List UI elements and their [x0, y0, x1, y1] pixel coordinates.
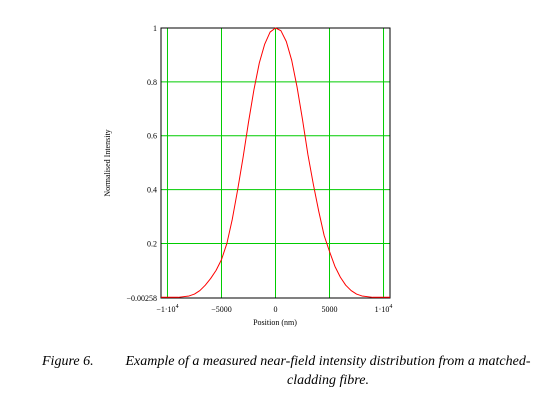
x-tick-base: 1·10: [375, 305, 390, 314]
y-tick-label: 0.8: [147, 78, 157, 87]
x-tick-base: 0: [274, 305, 278, 314]
y-tick-label: 0.4: [147, 186, 157, 195]
x-tick-label: −1·104: [156, 304, 178, 314]
x-tick-label: 5000: [322, 305, 338, 314]
y-tick-label: 0.2: [147, 239, 157, 248]
y-axis-label: Normalised Intensity: [103, 129, 112, 196]
x-tick-labels: −1·104 −5000 0 5000 1·104: [156, 304, 392, 314]
y-tick-labels: −0.00258 0.2 0.4 0.6 0.8 1: [126, 24, 157, 303]
grid-lines: [161, 27, 390, 298]
x-tick-label: 1·104: [375, 304, 393, 314]
series-line: [161, 27, 390, 298]
x-tick-base: −1·10: [156, 305, 175, 314]
figure-number: Figure 6.: [42, 354, 94, 369]
y-tick-label: 1: [153, 24, 157, 33]
x-tick-label: −5000: [211, 305, 232, 314]
y-tick-label: −0.00258: [126, 294, 157, 303]
series-layer: [161, 27, 390, 298]
x-tick-label: 0: [274, 305, 278, 314]
figure-caption: Example of a measured near-field intensi…: [125, 354, 531, 388]
x-tick-exponent: 4: [176, 304, 179, 310]
x-tick-exponent: 4: [389, 304, 392, 310]
y-tick-label: 0.6: [147, 132, 157, 141]
x-tick-base: 5000: [322, 305, 338, 314]
x-axis-label: Position (nm): [253, 318, 297, 327]
x-tick-base: −5000: [211, 305, 232, 314]
